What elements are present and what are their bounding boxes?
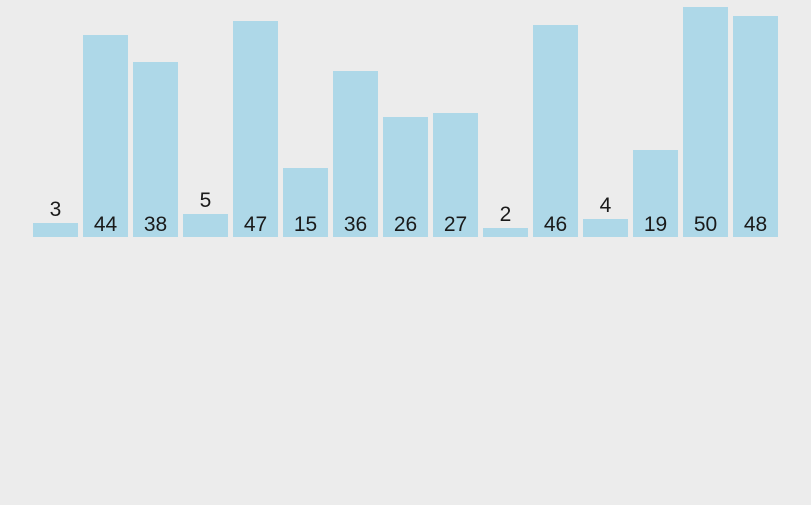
bar bbox=[633, 150, 678, 237]
bar bbox=[183, 214, 228, 237]
bar bbox=[683, 7, 728, 237]
bar bbox=[483, 228, 528, 237]
bar bbox=[233, 21, 278, 237]
bar bbox=[433, 113, 478, 237]
bar-value-label: 15 bbox=[293, 213, 318, 236]
bar-value-label: 3 bbox=[49, 198, 62, 221]
bar-value-label: 27 bbox=[443, 213, 468, 236]
bar-value-label: 4 bbox=[599, 194, 612, 217]
bar-value-label: 19 bbox=[643, 213, 668, 236]
bar-value-label: 38 bbox=[143, 213, 168, 236]
bar bbox=[383, 117, 428, 237]
bar-value-label: 50 bbox=[693, 213, 718, 236]
bar-value-label: 2 bbox=[499, 203, 512, 226]
bar-value-label: 26 bbox=[393, 213, 418, 236]
bar bbox=[33, 223, 78, 237]
bar-value-label: 5 bbox=[199, 189, 212, 212]
bar bbox=[283, 168, 328, 237]
bar bbox=[133, 62, 178, 237]
bar-value-label: 46 bbox=[543, 213, 568, 236]
bar bbox=[733, 16, 778, 237]
bar bbox=[583, 219, 628, 237]
bar bbox=[333, 71, 378, 237]
bar-value-label: 44 bbox=[93, 213, 118, 236]
bar-value-label: 36 bbox=[343, 213, 368, 236]
bar-value-label: 48 bbox=[743, 213, 768, 236]
bar-value-label: 47 bbox=[243, 213, 268, 236]
bar bbox=[83, 35, 128, 237]
bar bbox=[533, 25, 578, 237]
